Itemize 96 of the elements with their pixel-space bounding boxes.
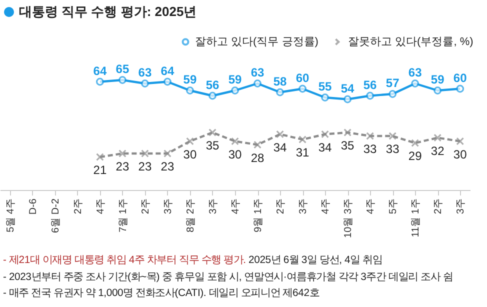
text: - 매주 전국 유권자 약 1,000명 전화조사(CATI). 데일리 오피니언 제642호 — [3, 288, 320, 299]
x-tick-label: 2주 — [72, 198, 84, 214]
data-label: 28 — [250, 150, 265, 165]
point — [366, 92, 374, 100]
point — [321, 94, 329, 102]
data-label: 56 — [206, 78, 220, 92]
data-label: 23 — [160, 160, 174, 174]
data-label: 30 — [183, 147, 197, 162]
data-label: 59 — [183, 72, 197, 86]
data-label: 55 — [318, 80, 332, 94]
point — [388, 90, 397, 98]
point — [96, 153, 104, 161]
point — [276, 130, 284, 138]
point — [298, 136, 306, 144]
x-tick-label: 3주 — [208, 198, 219, 214]
x-tick-label: 3주 — [162, 198, 174, 214]
data-label: 56 — [363, 78, 378, 92]
point — [254, 80, 262, 88]
x-tick-label: 2주 — [140, 198, 152, 214]
data-label: 60 — [296, 70, 310, 85]
x-tick-label: 10월 3주 — [343, 198, 354, 238]
data-label: 33 — [386, 142, 400, 156]
data-label: 57 — [386, 76, 400, 90]
point — [231, 86, 239, 94]
data-label: 21 — [93, 163, 107, 177]
data-label: 29 — [408, 149, 422, 163]
point — [186, 86, 194, 94]
data-label: 58 — [273, 74, 288, 88]
point — [456, 137, 464, 146]
point — [344, 95, 352, 104]
x-tick-label: 11월 1주 — [410, 198, 422, 238]
x-tick-label: 2주 — [433, 198, 444, 214]
data-label: 35 — [206, 138, 220, 152]
point — [186, 137, 194, 146]
x-tick-label: 6월 D-2 — [50, 198, 62, 233]
data-label: 30 — [228, 147, 242, 162]
data-label: 34 — [273, 140, 288, 154]
x-tick-label: D-6 — [28, 198, 39, 215]
data-label: 35 — [340, 138, 355, 152]
x-tick-label: 2주 — [276, 198, 287, 214]
x-tick-label: 7월 1주 — [118, 198, 129, 232]
data-label: 64 — [160, 64, 174, 78]
x-tick-label: 3주 — [456, 198, 467, 214]
point — [254, 140, 262, 149]
point — [118, 76, 126, 84]
data-label: 59 — [228, 72, 242, 86]
point — [298, 84, 306, 93]
point — [231, 137, 239, 146]
x-tick-label: 5주 — [388, 198, 400, 214]
point — [411, 80, 420, 88]
x-tick-label: 4주 — [320, 198, 332, 214]
legend-label: 잘하고 있다(직무 긍정률) — [195, 36, 318, 48]
point — [118, 150, 126, 158]
legend-label: 잘못하고 있다(부정률, %) — [348, 36, 474, 48]
point — [344, 128, 352, 136]
point — [164, 150, 172, 158]
point — [434, 134, 442, 142]
point — [96, 78, 104, 86]
data-label: 59 — [430, 72, 445, 86]
x-tick-label: 8월 2주 — [185, 198, 196, 232]
point — [141, 150, 149, 158]
data-label: 32 — [430, 144, 445, 158]
point — [164, 78, 172, 86]
point — [456, 84, 464, 93]
data-label: 23 — [116, 160, 130, 174]
point — [208, 92, 216, 100]
data-label: 60 — [453, 70, 468, 85]
text: - 2023년부터 주중 조사 기간(화~목) 중 휴무일 포함 시, 연말연시·여름휴가철 각각 3주간 데일리 조사 쉼 — [3, 272, 453, 282]
data-label: 63 — [250, 66, 265, 80]
point — [321, 130, 329, 138]
text: - 제21대 이재명 대통령 취임 4주 차부터 직무 수행 평가. — [3, 255, 246, 266]
point — [411, 139, 420, 147]
point — [276, 88, 284, 96]
x-tick-label: 9월 1주 — [253, 198, 264, 232]
x-tick-label: 3주 — [298, 198, 310, 214]
point — [388, 132, 397, 140]
x-tick-label: 4주 — [95, 198, 106, 214]
data-label: 64 — [93, 64, 107, 78]
point — [208, 128, 216, 136]
point — [434, 86, 442, 94]
point — [141, 80, 149, 88]
data-label: 65 — [116, 62, 130, 76]
x-tick-label: 5월 4주 — [5, 198, 16, 232]
data-label: 23 — [138, 160, 152, 174]
point — [366, 132, 374, 140]
data-label: 63 — [138, 66, 152, 80]
x-tick-label: 4주 — [230, 198, 242, 214]
x-tick-label: 4주 — [366, 198, 377, 214]
chart-title: 대통령 직무 수행 평가: 2025년 — [19, 3, 197, 21]
data-label: 33 — [363, 142, 378, 156]
data-label: 34 — [318, 140, 332, 154]
data-label: 54 — [340, 81, 355, 96]
data-label: 63 — [408, 66, 422, 80]
text: 2025년 6월 3일 당선, 4일 취임 — [248, 255, 382, 266]
data-label: 30 — [453, 147, 468, 162]
data-label: 31 — [296, 146, 310, 160]
